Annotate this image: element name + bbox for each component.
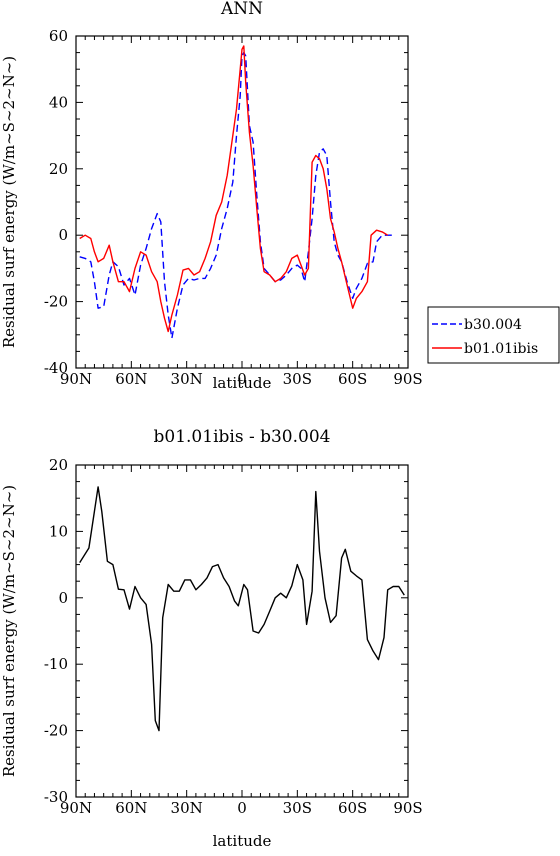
legend-label: b01.01ibis	[464, 341, 538, 357]
y-tick-label: -30	[44, 788, 68, 806]
plot-frame	[75, 35, 409, 369]
legend-box	[427, 306, 560, 364]
y-tick-label: -20	[44, 722, 68, 740]
x-tick-label: 0	[237, 799, 247, 817]
chart-title: ANN	[220, 0, 263, 19]
x-tick-label: 90S	[393, 799, 422, 817]
y-tick-label: -20	[44, 293, 68, 311]
y-tick-label: 20	[49, 160, 68, 178]
x-tick-label: 30N	[171, 370, 203, 388]
series-line-b01-01ibis	[79, 45, 389, 333]
x-axis-label: latitude	[213, 374, 272, 392]
y-tick-label: 0	[58, 589, 68, 607]
legend-label: b30.004	[464, 317, 522, 333]
x-tick-label: 30S	[283, 799, 312, 817]
series-line-diff-0	[79, 486, 405, 732]
x-tick-label: 90S	[393, 370, 422, 388]
x-tick-label: 90N	[60, 370, 92, 388]
plot-frame	[75, 464, 409, 798]
series-line-b30-004	[79, 51, 394, 339]
y-tick-label: 0	[58, 226, 68, 244]
y-tick-label: -10	[44, 655, 68, 673]
y-tick-label: 10	[49, 522, 68, 540]
y-tick-label: 60	[49, 27, 68, 45]
x-tick-label: 30S	[283, 370, 312, 388]
y-tick-label: 40	[49, 93, 68, 111]
x-tick-label: 0	[237, 370, 247, 388]
x-tick-label: 60N	[115, 370, 147, 388]
y-tick-label: -40	[44, 359, 68, 377]
x-tick-label: 90N	[60, 799, 92, 817]
y-axis-label: Residual surf energy (W/m~S~2~N~)	[0, 56, 18, 348]
x-tick-label: 60N	[115, 799, 147, 817]
x-tick-label: 60S	[338, 370, 367, 388]
x-tick-label: 60S	[338, 799, 367, 817]
chart-title: b01.01ibis - b30.004	[154, 427, 331, 447]
x-tick-label: 30N	[171, 799, 203, 817]
y-axis-label: Residual surf energy (W/m~S~2~N~)	[0, 485, 18, 777]
legend: b30.004 b01.01ibis	[427, 306, 560, 364]
y-tick-label: 20	[49, 456, 68, 474]
x-axis-label: latitude	[213, 832, 272, 850]
